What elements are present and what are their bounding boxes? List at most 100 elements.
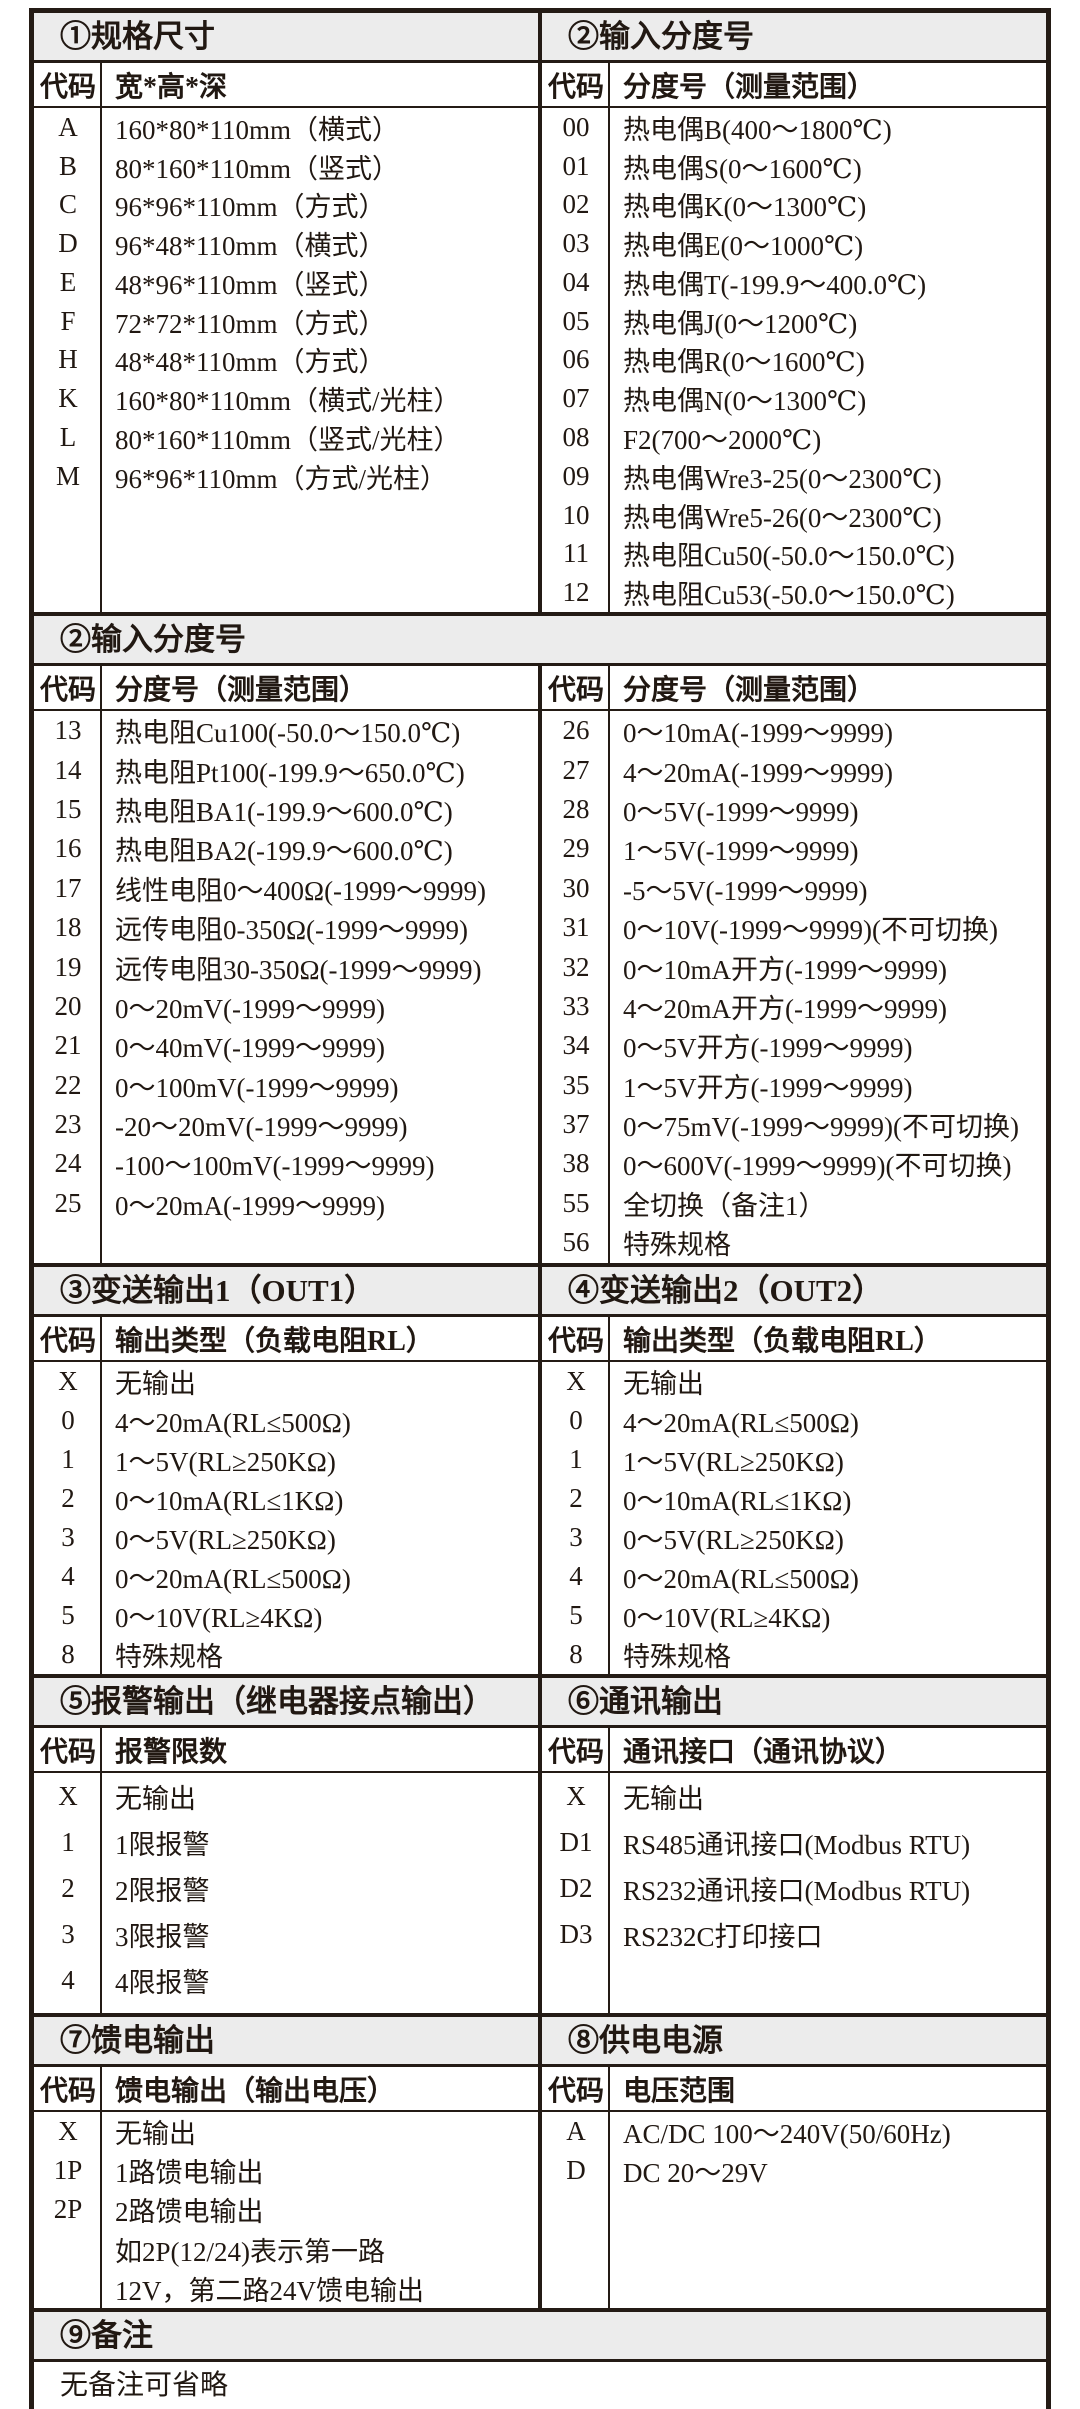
desc-cell: 0～5V(-1999～9999) <box>623 796 859 827</box>
code-cell: 14 <box>54 754 82 785</box>
row-group: 00 热电偶B(400～1800℃) 01 热电偶S(0～1600℃) 02 热… <box>542 108 1046 612</box>
code-cell: 5 <box>61 1600 75 1630</box>
code-cell: 0 <box>569 1405 583 1435</box>
table-row: 09 热电偶Wre3-25(0～2300℃) <box>542 457 1046 496</box>
code-cell: 28 <box>562 793 590 824</box>
table-row: 3 0～5V(RL≥250KΩ) <box>542 1518 1046 1557</box>
desc-cell: 无输出 <box>115 2119 196 2150</box>
desc-cell: 4～20mA(RL≤500Ω) <box>623 1408 859 1438</box>
code-cell: 37 <box>562 1109 590 1140</box>
code-cell: 10 <box>562 499 590 530</box>
section-title: ②输入分度号 <box>542 13 1046 63</box>
code-cell: 2 <box>569 1483 583 1513</box>
code-cell: A <box>58 111 78 142</box>
desc-cell: 1限报警 <box>115 1829 210 1860</box>
code-cell: D1 <box>559 1826 593 1857</box>
desc-cell: RS232通讯接口(Modbus RTU) <box>623 1875 971 1906</box>
code-cell: 8 <box>61 1639 75 1669</box>
table-row: 21 0～40mV(-1999～9999) <box>34 1026 538 1065</box>
section-alarm: ⑤报警输出（继电器接点输出） 代码 报警限数 X 无输出 1 1限报警 <box>34 1678 542 2013</box>
code-cell: X <box>566 1780 586 1811</box>
column-header-code: 代码 <box>547 71 604 103</box>
section-body: 代码 电压范围 A AC/DC 100～240V(50/60Hz) D DC 2… <box>542 2067 1046 2308</box>
table-row: 12 热电阻Cu53(-50.0～150.0℃) <box>542 573 1046 612</box>
column-header-desc: 电压范围 <box>623 2075 736 2107</box>
desc-cell: 热电偶Wre5-26(0～2300℃) <box>623 502 942 533</box>
column-header-desc: 通讯接口（通讯协议） <box>623 1736 904 1768</box>
code-cell: X <box>58 2116 78 2147</box>
desc-cell: 热电阻BA2(-199.9～600.0℃) <box>115 836 453 867</box>
table-row: E 48*96*110mm（竖式） <box>34 263 538 302</box>
code-cell: D2 <box>559 1872 593 1903</box>
table-row: 13 热电阻Cu100(-50.0～150.0℃) <box>34 711 538 750</box>
table-row: 18 远传电阻0-350Ω(-1999～9999) <box>34 908 538 947</box>
desc-cell: 热电偶R(0～1600℃) <box>623 347 865 378</box>
table-row: X 无输出 <box>542 1773 1046 1819</box>
table-row: 10 热电偶Wre5-26(0～2300℃) <box>542 496 1046 535</box>
desc-cell: 3限报警 <box>115 1921 210 1952</box>
table-row: 如2P(12/24)表示第一路 <box>34 2230 538 2269</box>
table-row: 08 F2(700～2000℃) <box>542 418 1046 457</box>
section-out1: ③变送输出1（OUT1） 代码 输出类型（负载电阻RL） X 无输出 0 4～2… <box>34 1267 542 1674</box>
code-cell: 26 <box>562 715 590 746</box>
table-row: 37 0～75mV(-1999～9999)(不可切换) <box>542 1105 1046 1144</box>
table-row: L 80*160*110mm（竖式/光柱） <box>34 418 538 457</box>
table-row: 11 热电阻Cu50(-50.0～150.0℃) <box>542 534 1046 573</box>
table-row: 02 热电偶K(0～1300℃) <box>542 186 1046 225</box>
code-cell: 4 <box>61 1964 75 1995</box>
section-spec: ①规格尺寸 代码 宽*高*深 A 160*80*110mm（横式） B 80*1… <box>34 13 542 612</box>
table-row: 35 1～5V开方(-1999～9999) <box>542 1066 1046 1105</box>
desc-cell: 远传电阻30-350Ω(-1999～9999) <box>115 954 482 985</box>
code-cell: 09 <box>562 460 590 491</box>
desc-cell: 热电偶J(0～1200℃) <box>623 308 858 339</box>
row-group: X 无输出 D1 RS485通讯接口(Modbus RTU) D2 RS232通… <box>542 1773 1046 2013</box>
table-row: 38 0～600V(-1999～9999)(不可切换) <box>542 1144 1046 1183</box>
column-header-code: 代码 <box>39 1736 96 1768</box>
code-cell: 33 <box>562 990 590 1021</box>
desc-cell: 特殊规格 <box>115 1642 223 1672</box>
table-row: X 无输出 <box>542 1362 1046 1401</box>
desc-cell: 4～20mA(RL≤500Ω) <box>115 1408 351 1438</box>
code-cell: 22 <box>54 1069 82 1100</box>
code-cell: 2 <box>61 1872 75 1903</box>
code-cell: X <box>566 1366 586 1396</box>
desc-cell: 0～5V(RL≥250KΩ) <box>115 1525 336 1555</box>
desc-cell: F2(700～2000℃) <box>623 425 822 456</box>
desc-cell: AC/DC 100～240V(50/60Hz) <box>623 2119 951 2150</box>
code-cell: A <box>566 2116 586 2147</box>
code-cell: 24 <box>54 1148 82 1179</box>
table-row: 56 特殊规格 <box>542 1223 1046 1262</box>
code-cell: 03 <box>562 228 590 259</box>
table-row: 3 3限报警 <box>34 1911 538 1957</box>
table-row: 00 热电偶B(400～1800℃) <box>542 108 1046 147</box>
table-row: A AC/DC 100～240V(50/60Hz) <box>542 2112 1046 2151</box>
table-row: X 无输出 <box>34 1362 538 1401</box>
table-row: F 72*72*110mm（方式） <box>34 302 538 341</box>
desc-cell: 热电阻Cu50(-50.0～150.0℃) <box>623 541 955 572</box>
table-row: 5 0～10V(RL≥4KΩ) <box>542 1596 1046 1635</box>
desc-cell: -5～5V(-1999～9999) <box>623 875 868 906</box>
band-spec-input: ①规格尺寸 代码 宽*高*深 A 160*80*110mm（横式） B 80*1… <box>34 13 1046 612</box>
code-cell: 23 <box>54 1109 82 1140</box>
code-cell: 01 <box>562 150 590 181</box>
row-group: A 160*80*110mm（横式） B 80*160*110mm（竖式） C … <box>34 108 538 612</box>
table-row: 29 1～5V(-1999～9999) <box>542 829 1046 868</box>
section-body: 代码 分度号（测量范围） 13 热电阻Cu100(-50.0～150.0℃) 1… <box>34 666 538 1263</box>
table-row: 1 1～5V(RL≥250KΩ) <box>34 1440 538 1479</box>
code-cell: 27 <box>562 754 590 785</box>
code-cell: D <box>566 2155 586 2186</box>
desc-cell: 无输出 <box>623 1783 704 1814</box>
desc-cell: 线性电阻0～400Ω(-1999～9999) <box>115 875 487 906</box>
table-row: 2 0～10mA(RL≤1KΩ) <box>542 1479 1046 1518</box>
table-row: 3 0～5V(RL≥250KΩ) <box>34 1518 538 1557</box>
table-row: X 无输出 <box>34 1773 538 1819</box>
section-body: 代码 通讯接口（通讯协议） X 无输出 D1 RS485通讯接口(Modbus … <box>542 1728 1046 2013</box>
code-cell: 31 <box>562 912 590 943</box>
desc-cell: 4限报警 <box>115 1967 210 1998</box>
code-cell: 21 <box>54 1030 82 1061</box>
table-row: 12V，第二路24V馈电输出 <box>34 2269 538 2308</box>
table-row: A 160*80*110mm（横式） <box>34 108 538 147</box>
table-row: 55 全切换（备注1） <box>542 1184 1046 1223</box>
table-row: H 48*48*110mm（方式） <box>34 341 538 380</box>
section-input-cont-right: 代码 分度号（测量范围） 26 0～10mA(-1999～9999) 27 4～… <box>542 666 1046 1263</box>
